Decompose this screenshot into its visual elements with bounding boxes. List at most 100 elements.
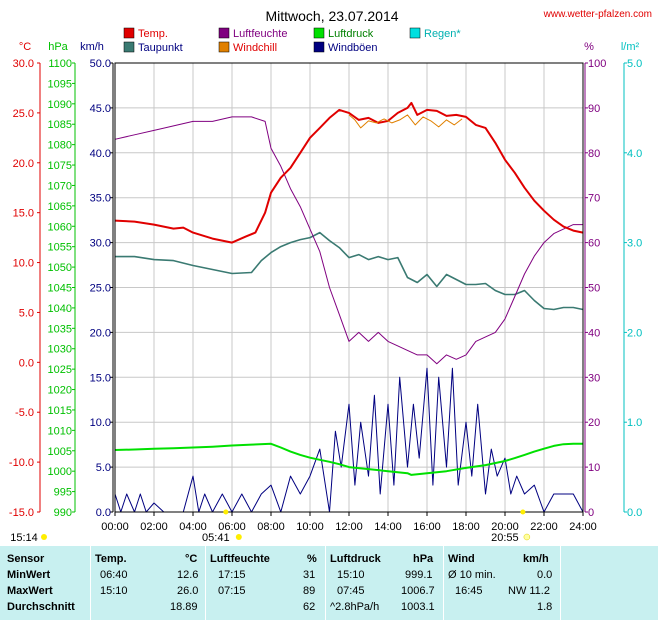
y-tick-label-pressure: 1015 <box>48 405 72 417</box>
y-tick-label-pressure: 1080 <box>48 140 72 152</box>
y-tick-label-pressure: 1025 <box>48 364 72 376</box>
x-axis: 00:00 02:00 04:00 06:00 08:00 10:00 12:00 14:00… <box>101 512 597 533</box>
y-tick-label-temp: -5.0 <box>15 407 34 419</box>
x-tick-label: 04:00 <box>179 521 207 533</box>
y-tick-label-wind: 25.0 <box>90 283 111 295</box>
y-tick-label-pressure: 1065 <box>48 201 72 213</box>
stats-row-min: MinWert <box>7 569 51 581</box>
axis-units: °C hPa km/h% l/m² <box>19 41 640 53</box>
x-tick-label: 14:00 <box>374 521 402 533</box>
axis-unit-rain: l/m² <box>621 41 640 53</box>
weather-chart: Mittwoch, 23.07.2014 www.wetter-pfalzen.… <box>9 8 652 544</box>
legend-swatch <box>123 41 135 53</box>
y-tick-label-wind: 30.0 <box>90 238 111 250</box>
stats-humidity-min-time: 17:15 <box>218 569 246 581</box>
x-tick-label: 06:00 <box>218 521 246 533</box>
sunrise-marker <box>223 509 229 515</box>
y-tick-label-rain: 2.0 <box>627 327 642 339</box>
sunset-icon <box>523 533 531 541</box>
y-tick-label-pressure: 990 <box>54 507 72 519</box>
stats-wind-max-time: 16:45 <box>455 585 483 597</box>
y-tick-label-rain: 3.0 <box>627 238 642 250</box>
x-tick-label: 02:00 <box>140 521 168 533</box>
axis-unit-humidity: % <box>584 41 594 53</box>
stats-temp-min-time: 06:40 <box>100 569 128 581</box>
site-link[interactable]: www.wetter-pfalzen.com <box>543 9 652 20</box>
y-tick-label-temp: 10.0 <box>13 258 34 270</box>
legend-label: Taupunkt <box>138 42 183 54</box>
stats-pressure-max: 1006.7 <box>401 585 435 597</box>
x-tick-label: 08:00 <box>257 521 285 533</box>
stats-temp-unit: °C <box>185 553 198 565</box>
y-tick-label-wind: 45.0 <box>90 103 111 115</box>
start-time-icon <box>41 534 47 540</box>
legend-swatch <box>218 41 230 53</box>
y-tick-label-rain: 4.0 <box>627 148 642 160</box>
y-tick-label-pressure: 1070 <box>48 180 72 192</box>
series-windben <box>114 367 584 513</box>
stats-temp-label: Temp. <box>95 553 127 565</box>
chart-title: Mittwoch, 23.07.2014 <box>265 8 398 24</box>
y-tick-label-temp: -15.0 <box>9 507 34 519</box>
x-tick-label: 12:00 <box>335 521 363 533</box>
y-tick-label-rain: 0.0 <box>627 507 642 519</box>
series-windchill <box>348 114 463 129</box>
y-tick-label-pressure: 1045 <box>48 283 72 295</box>
y-tick-label-humidity: 0 <box>588 507 594 519</box>
y-tick-label-humidity: 10 <box>588 462 600 474</box>
axis-unit-pressure: hPa <box>48 41 68 53</box>
stats-pressure-trend: ^2.8hPa/h <box>330 601 380 613</box>
legend-label: Windböen <box>328 42 378 54</box>
legend-swatch <box>218 27 230 39</box>
stats-wind-min: 0.0 <box>537 569 553 581</box>
stats-pressure-unit: hPa <box>413 553 434 565</box>
y-tick-label-pressure: 1030 <box>48 344 72 356</box>
y-tick-label-pressure: 1050 <box>48 262 72 274</box>
y-tick-label-pressure: 1095 <box>48 78 72 90</box>
y-tick-label-temp: 15.0 <box>13 208 34 220</box>
stats-table: Sensor MinWert MaxWert Durchschnitt Temp… <box>0 546 658 620</box>
axis-unit-temp: °C <box>19 41 31 53</box>
stats-header-sensor: Sensor <box>7 553 45 565</box>
legend-label: Temp. <box>138 28 168 40</box>
stats-row-max: MaxWert <box>7 585 53 597</box>
stats-temp-max-time: 15:10 <box>100 585 128 597</box>
y-tick-label-wind: 10.0 <box>90 417 111 429</box>
sun-markers: 05:41 20:55 15:14 <box>10 509 531 544</box>
sunrise-icon <box>235 534 242 540</box>
y-tick-label-humidity: 40 <box>588 327 600 339</box>
axis-unit-wind: km/h <box>80 41 104 53</box>
stats-pressure-max-time: 07:45 <box>337 585 365 597</box>
stats-wind-min-time: Ø 10 min. <box>448 569 496 581</box>
y-tick-label-humidity: 60 <box>588 238 600 250</box>
legend-swatch <box>313 41 325 53</box>
y-tick-label-pressure: 1085 <box>48 119 72 131</box>
legend-swatch <box>409 27 421 39</box>
y-tick-label-temp: 5.0 <box>19 307 34 319</box>
y-tick-label-wind: 15.0 <box>90 372 111 384</box>
sunset-marker <box>520 509 526 515</box>
x-tick-label: 22:00 <box>530 521 558 533</box>
y-axes: 30.0 25.0 20.0 15.0 10.0 5.0 0.0 -5.0 -10.0 -15.0… <box>9 58 642 519</box>
stats-humidity-avg: 62 <box>303 601 316 613</box>
stats-wind-avg: 1.8 <box>537 601 553 613</box>
plot-frame <box>114 62 584 513</box>
sunset-label: 20:55 <box>491 532 519 544</box>
y-tick-label-humidity: 30 <box>588 372 600 384</box>
y-tick-label-pressure: 1060 <box>48 221 72 233</box>
stats-humidity-label: Luftfeuchte <box>210 553 270 565</box>
stats-pressure-label: Luftdruck <box>330 553 381 565</box>
series-luftfeuchte <box>114 116 583 365</box>
y-tick-label-pressure: 995 <box>54 487 72 499</box>
y-tick-label-humidity: 100 <box>588 58 606 70</box>
y-tick-label-pressure: 1000 <box>48 466 72 478</box>
legend-label: Luftfeuchte <box>233 28 287 40</box>
y-tick-label-pressure: 1090 <box>48 99 72 111</box>
legend-label: Luftdruck <box>328 28 374 40</box>
y-tick-label-wind: 20.0 <box>90 327 111 339</box>
y-tick-label-pressure: 1020 <box>48 385 72 397</box>
x-tick-label: 18:00 <box>452 521 480 533</box>
stats-temp-max: 26.0 <box>177 585 199 597</box>
series-temp <box>114 101 584 244</box>
y-tick-label-humidity: 80 <box>588 148 600 160</box>
